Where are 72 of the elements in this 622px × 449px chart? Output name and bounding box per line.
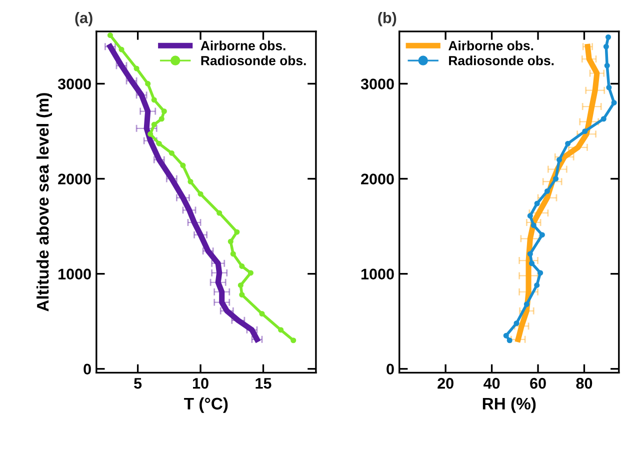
legend-label: Airborne obs. (448, 40, 534, 50)
y-tick-label: 1000 (361, 268, 394, 280)
x-tick-label: 15 (256, 378, 272, 389)
point (534, 200, 540, 206)
y-tick-label: 2000 (58, 174, 91, 184)
point (611, 100, 617, 106)
point (145, 80, 151, 86)
x-tick-label: 40 (484, 378, 500, 389)
point (514, 320, 520, 326)
point (605, 34, 612, 40)
point (527, 251, 533, 257)
x-tick-label: 5 (134, 378, 142, 389)
point (603, 44, 609, 50)
point (238, 282, 244, 288)
point (161, 108, 167, 114)
point (151, 122, 157, 128)
point (290, 338, 296, 344)
legend-label: Radiosonde obs. (201, 56, 306, 66)
point (234, 229, 240, 235)
point (107, 32, 113, 38)
point (527, 213, 533, 219)
point (118, 46, 124, 52)
point (230, 251, 236, 257)
y-tick-label: 3000 (360, 78, 394, 90)
x-tick-label: 80 (576, 378, 592, 389)
point (156, 140, 162, 146)
point (198, 191, 204, 197)
y-tick-label: 2000 (361, 174, 394, 184)
y-tick-label: 0 (84, 364, 91, 375)
point (534, 282, 540, 288)
point (134, 66, 140, 72)
legend-label: Radiosonde obs. (449, 56, 554, 66)
point (216, 210, 222, 216)
point (168, 150, 174, 156)
point (582, 128, 588, 134)
y-tick-label: 3000 (58, 78, 91, 90)
point (539, 232, 545, 238)
y-axis-title: Altitude above sea level (m) (36, 93, 52, 312)
point (553, 176, 559, 182)
x-tick-label: 10 (192, 378, 208, 389)
x-tick-label: 20 (438, 378, 454, 389)
point (148, 131, 154, 137)
point (530, 222, 536, 228)
point (151, 97, 157, 103)
point (239, 292, 245, 298)
legend-label: Airborne obs. (200, 40, 286, 50)
x-axis-title: T (°C) (184, 397, 228, 413)
point (278, 327, 284, 333)
point (528, 260, 535, 266)
point (188, 178, 194, 184)
y-tick-label: 1000 (58, 268, 91, 280)
point (565, 140, 571, 146)
point (248, 270, 254, 276)
point (180, 162, 186, 168)
point (158, 116, 164, 122)
point (239, 263, 245, 269)
y-tick-label: 0 (386, 364, 394, 375)
point (600, 116, 606, 122)
point (538, 270, 544, 276)
x-tick-label: 60 (530, 378, 546, 389)
point (506, 338, 512, 344)
point (503, 332, 509, 338)
point (606, 84, 612, 90)
chart-title: (b) (378, 12, 396, 26)
point (604, 62, 610, 68)
chart-title: (a) (75, 12, 92, 26)
x-axis-title: RH (%) (482, 397, 536, 413)
point (228, 238, 234, 244)
point (556, 156, 562, 163)
point (544, 188, 550, 194)
point (259, 310, 265, 317)
point (524, 301, 530, 308)
